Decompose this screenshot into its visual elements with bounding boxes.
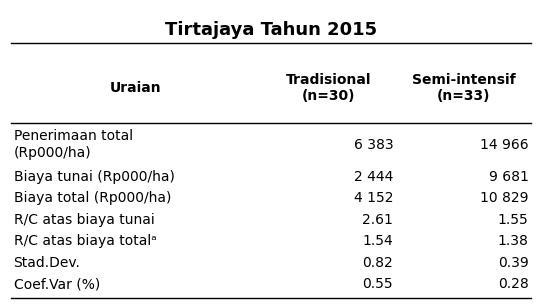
Text: 1.38: 1.38: [498, 234, 528, 248]
Text: Coef.Var (%): Coef.Var (%): [14, 277, 100, 291]
Text: 0.82: 0.82: [363, 256, 393, 270]
Text: Penerimaan total
(Rp000/ha): Penerimaan total (Rp000/ha): [14, 130, 133, 160]
Text: 2 444: 2 444: [354, 170, 393, 184]
Text: Uraian: Uraian: [110, 81, 162, 95]
Text: 10 829: 10 829: [480, 191, 528, 205]
Text: R/C atas biaya tunai: R/C atas biaya tunai: [14, 213, 154, 227]
Text: 0.39: 0.39: [498, 256, 528, 270]
Text: 14 966: 14 966: [480, 138, 528, 152]
Text: Tirtajaya Tahun 2015: Tirtajaya Tahun 2015: [165, 21, 377, 39]
Text: Biaya tunai (Rp000/ha): Biaya tunai (Rp000/ha): [14, 170, 175, 184]
Text: 0.55: 0.55: [363, 277, 393, 291]
Text: Biaya total (Rp000/ha): Biaya total (Rp000/ha): [14, 191, 171, 205]
Text: Tradisional
(n=30): Tradisional (n=30): [286, 73, 371, 103]
Text: 6 383: 6 383: [353, 138, 393, 152]
Text: 4 152: 4 152: [354, 191, 393, 205]
Text: 2.61: 2.61: [362, 213, 393, 227]
Text: Semi-intensif
(n=33): Semi-intensif (n=33): [412, 73, 515, 103]
Text: 1.55: 1.55: [498, 213, 528, 227]
Text: 1.54: 1.54: [363, 234, 393, 248]
Text: 9 681: 9 681: [488, 170, 528, 184]
Text: Stad.Dev.: Stad.Dev.: [14, 256, 80, 270]
Text: R/C atas biaya totalᵃ: R/C atas biaya totalᵃ: [14, 234, 156, 248]
Text: 0.28: 0.28: [498, 277, 528, 291]
